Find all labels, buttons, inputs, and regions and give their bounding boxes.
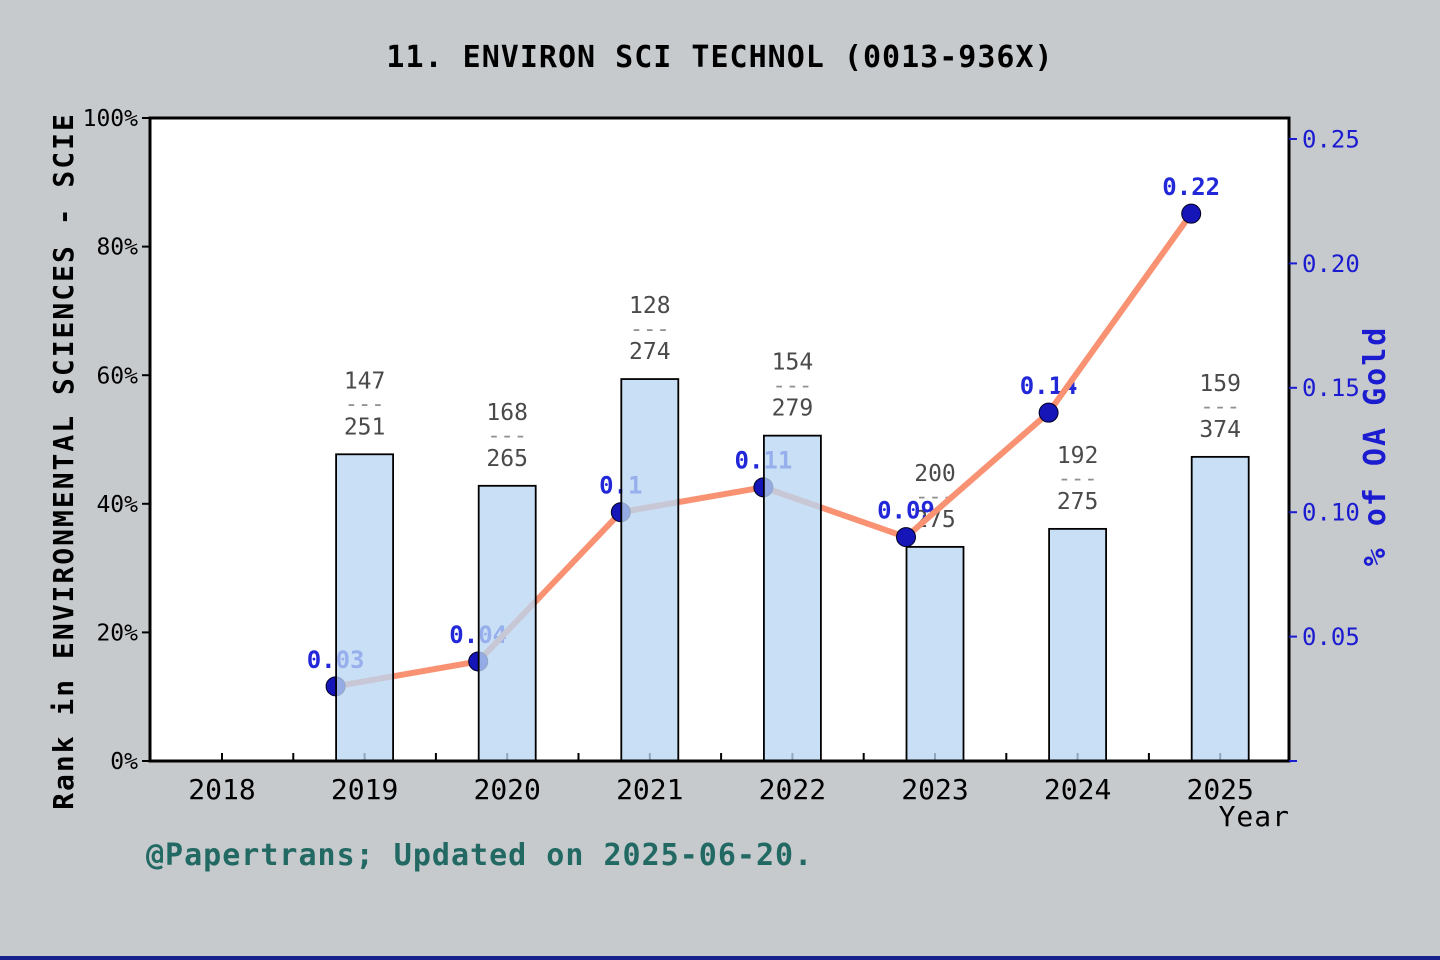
data-point-marker <box>896 527 916 548</box>
left-axis-tick-label: 100% <box>83 106 139 132</box>
bar-total-label: 374 <box>1199 417 1241 443</box>
left-axis-tick-label: 60% <box>96 363 138 389</box>
bar-2025 <box>1190 455 1250 762</box>
bar-2024 <box>1048 527 1107 762</box>
bar-2019 <box>335 453 395 762</box>
chart-title: 11. ENVIRON SCI TECHNOL (0013-936X) <box>386 40 1054 75</box>
x-axis-tick-label: 2018 <box>188 773 255 806</box>
fraction-divider: --- <box>487 423 527 448</box>
right-axis-tick-label: 0.20 <box>1302 250 1360 278</box>
right-axis-tick-label: 0.25 <box>1302 125 1360 153</box>
x-axis-tick-label: 2023 <box>901 773 968 806</box>
fraction-divider: --- <box>773 373 813 398</box>
left-axis-tick-label: 0% <box>110 749 138 775</box>
fraction-divider: --- <box>1058 467 1098 492</box>
bar-2022 <box>763 434 822 762</box>
fraction-divider: --- <box>1200 395 1240 420</box>
data-point-marker <box>1038 402 1059 423</box>
bar-total-label: 265 <box>486 446 528 472</box>
bar-total-label: 251 <box>344 414 386 440</box>
bar-total-label: 274 <box>629 339 671 365</box>
plot-border <box>148 116 1291 763</box>
x-axis-tick-label: 2024 <box>1044 773 1111 806</box>
left-axis-tick-label: 20% <box>96 620 138 646</box>
bar-rank-label: 192 <box>1057 443 1099 469</box>
oa-value-label: 0.22 <box>1162 173 1220 201</box>
fraction-divider: --- <box>630 317 670 342</box>
bar-2021 <box>620 378 680 762</box>
right-axis-tick-label: 0.10 <box>1302 499 1360 527</box>
right-axis-tick-label: 0.05 <box>1302 623 1360 651</box>
x-axis-tick-label: 2021 <box>616 773 683 806</box>
x-axis-tick-label: 2019 <box>331 773 398 806</box>
bar-rank-label: 159 <box>1199 371 1241 397</box>
watermark-caption: @Papertrans; Updated on 2025-06-20. <box>146 838 814 873</box>
bar-total-label: 275 <box>1057 489 1099 515</box>
bar-2023 <box>905 545 965 762</box>
bar-rank-label: 147 <box>344 368 386 394</box>
x-axis-title: Year <box>1218 800 1290 833</box>
bar-rank-label: 168 <box>486 400 528 426</box>
bar-rank-label: 200 <box>914 461 956 487</box>
bar-rank-label: 154 <box>772 350 814 376</box>
right-axis-tick-label: 0.15 <box>1302 374 1360 402</box>
x-axis-tick-label: 2020 <box>473 773 540 806</box>
left-axis-tick-label: 80% <box>96 235 138 261</box>
bar-rank-label: 128 <box>629 293 671 319</box>
bar-total-label: 279 <box>772 396 814 422</box>
bar-2020 <box>477 484 537 762</box>
left-axis-tick-label: 40% <box>96 492 138 518</box>
bottom-border-strip <box>0 956 1440 960</box>
data-point-marker <box>1181 203 1202 224</box>
x-axis-tick-label: 2022 <box>759 773 826 806</box>
fraction-divider: --- <box>345 392 385 417</box>
x-axis-tick-label: 2025 <box>1186 773 1253 806</box>
